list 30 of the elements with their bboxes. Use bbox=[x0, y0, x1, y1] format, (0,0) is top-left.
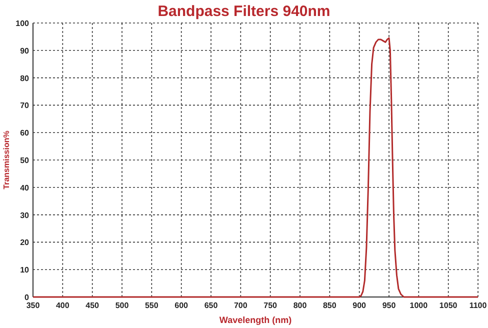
x-tick-label: 550 bbox=[144, 301, 159, 310]
x-tick-label: 750 bbox=[264, 301, 278, 310]
y-axis-title: Transmission% bbox=[2, 130, 11, 190]
y-tick-label: 70 bbox=[20, 101, 30, 110]
x-tick-label: 350 bbox=[26, 301, 40, 310]
y-tick-label: 100 bbox=[16, 19, 30, 28]
y-tick-label: 40 bbox=[20, 183, 30, 192]
y-tick-label: 10 bbox=[20, 266, 30, 275]
x-tick-label: 800 bbox=[293, 301, 308, 310]
x-tick-label: 950 bbox=[382, 301, 396, 310]
x-tick-label: 450 bbox=[86, 301, 100, 310]
x-tick-label: 400 bbox=[56, 301, 70, 310]
chart-title: Bandpass Filters 940nm bbox=[158, 3, 330, 20]
x-tick-label: 1050 bbox=[439, 301, 458, 310]
y-tick-label: 20 bbox=[20, 238, 30, 248]
x-axis-title: Wavelength (nm) bbox=[219, 315, 292, 325]
x-tick-label: 500 bbox=[115, 301, 130, 310]
x-tick-label: 1000 bbox=[410, 301, 428, 310]
y-tick-label: 90 bbox=[20, 46, 30, 56]
x-tick-label: 600 bbox=[174, 301, 189, 310]
y-tick-label: 60 bbox=[20, 128, 30, 138]
x-tick-label: 900 bbox=[352, 301, 367, 310]
x-tick-label: 650 bbox=[204, 301, 218, 310]
y-tick-label: 30 bbox=[20, 210, 30, 220]
x-tick-label: 850 bbox=[322, 301, 337, 310]
y-tick-label: 50 bbox=[20, 156, 30, 165]
x-tick-label: 700 bbox=[234, 301, 248, 310]
y-tick-label: 80 bbox=[20, 74, 30, 83]
y-tick-label: 0 bbox=[24, 293, 30, 302]
x-tick-label: 1100 bbox=[469, 301, 488, 310]
